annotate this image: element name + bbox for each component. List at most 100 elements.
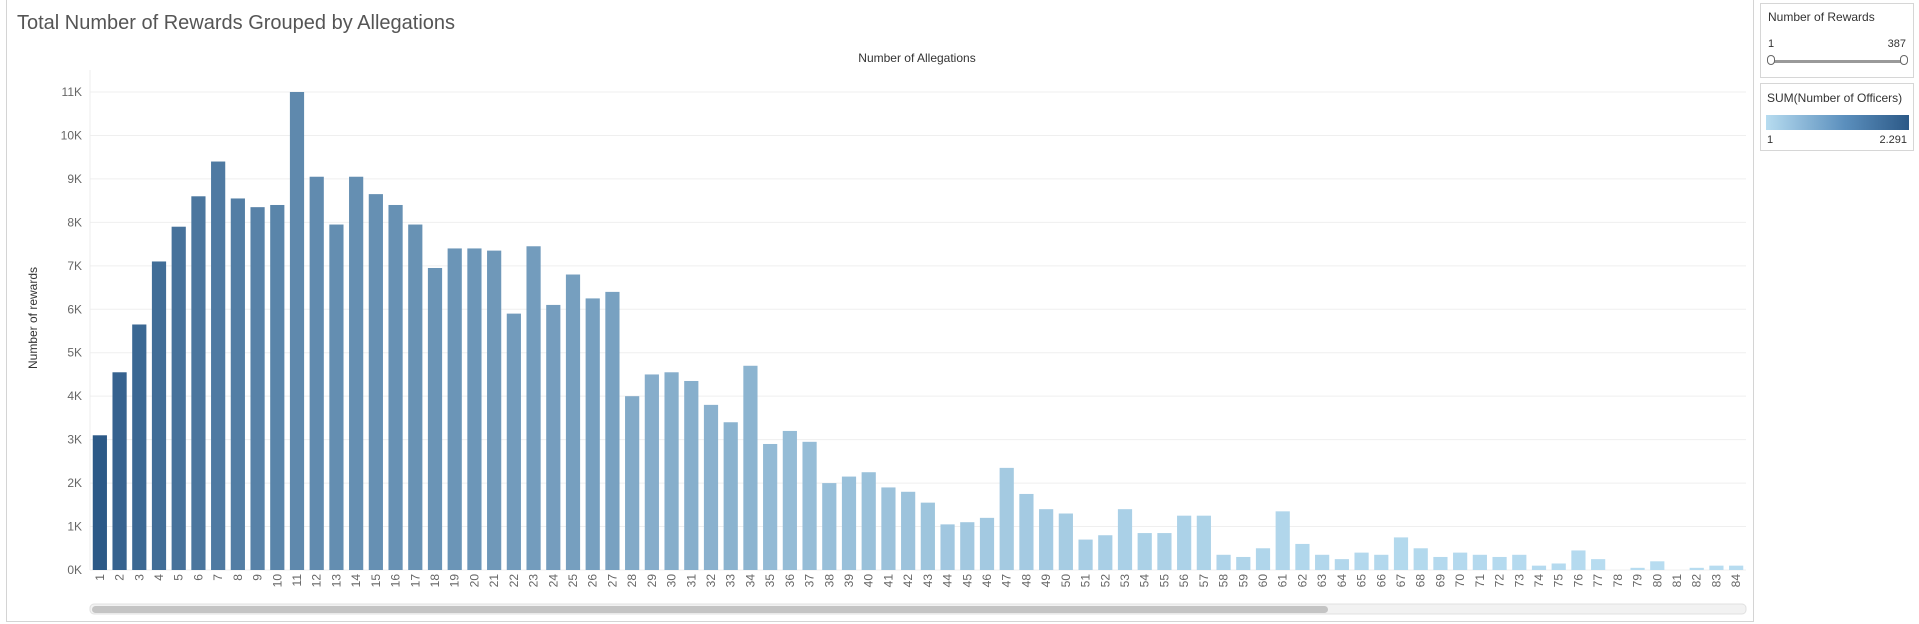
bar[interactable] bbox=[427, 267, 443, 570]
bar[interactable] bbox=[1650, 561, 1665, 570]
bar[interactable] bbox=[289, 92, 305, 570]
bar[interactable] bbox=[230, 198, 245, 571]
bar[interactable] bbox=[211, 161, 226, 570]
bar[interactable] bbox=[1729, 565, 1744, 570]
bar[interactable] bbox=[703, 404, 719, 570]
bar[interactable] bbox=[1472, 554, 1487, 570]
bar[interactable] bbox=[901, 491, 916, 570]
y-axis-title: Number of rewards bbox=[26, 267, 40, 369]
bar[interactable] bbox=[960, 522, 975, 570]
bar[interactable] bbox=[250, 207, 265, 570]
bar[interactable] bbox=[940, 524, 955, 570]
bar[interactable] bbox=[171, 226, 186, 570]
bar[interactable] bbox=[191, 196, 206, 571]
bar[interactable] bbox=[881, 487, 896, 570]
bar[interactable] bbox=[644, 374, 659, 570]
y-tick-label: 10K bbox=[61, 128, 82, 142]
y-tick-label: 0K bbox=[67, 563, 82, 577]
bar[interactable] bbox=[605, 291, 620, 570]
bar[interactable] bbox=[743, 365, 758, 570]
bar[interactable] bbox=[151, 261, 167, 570]
bar[interactable] bbox=[684, 380, 699, 570]
bar[interactable] bbox=[1512, 554, 1527, 570]
bar[interactable] bbox=[861, 472, 876, 570]
bar[interactable] bbox=[1117, 509, 1133, 570]
bar[interactable] bbox=[822, 483, 837, 570]
bar[interactable] bbox=[1098, 535, 1113, 570]
bar[interactable] bbox=[1374, 554, 1389, 570]
bar[interactable] bbox=[1551, 563, 1566, 570]
bar[interactable] bbox=[802, 441, 817, 570]
bar[interactable] bbox=[1492, 556, 1507, 570]
x-tick-label: 66 bbox=[1374, 574, 1388, 588]
bar[interactable] bbox=[723, 422, 738, 570]
range-slider-max-handle[interactable] bbox=[1900, 55, 1908, 65]
x-tick-label: 36 bbox=[783, 574, 797, 588]
bar[interactable] bbox=[841, 476, 857, 570]
bar[interactable] bbox=[1531, 565, 1547, 570]
bar[interactable] bbox=[1078, 539, 1093, 570]
bar[interactable] bbox=[546, 304, 561, 570]
bar[interactable] bbox=[1630, 567, 1645, 570]
bar[interactable] bbox=[1393, 537, 1409, 570]
bar[interactable] bbox=[625, 396, 640, 570]
bar[interactable] bbox=[1453, 552, 1468, 570]
bar[interactable] bbox=[1334, 559, 1349, 570]
bar[interactable] bbox=[329, 224, 344, 570]
bar[interactable] bbox=[664, 372, 679, 570]
x-tick-label: 33 bbox=[724, 574, 738, 588]
bar[interactable] bbox=[999, 467, 1014, 570]
bar[interactable] bbox=[1315, 554, 1330, 570]
bar[interactable] bbox=[1689, 567, 1704, 570]
bar[interactable] bbox=[349, 176, 364, 570]
bar[interactable] bbox=[1216, 554, 1231, 570]
bar[interactable] bbox=[1157, 533, 1172, 570]
bar[interactable] bbox=[1255, 548, 1271, 570]
bar[interactable] bbox=[408, 224, 423, 570]
x-tick-label: 59 bbox=[1236, 574, 1250, 588]
bar[interactable] bbox=[1236, 556, 1251, 570]
bar[interactable] bbox=[1177, 515, 1192, 570]
bar[interactable] bbox=[270, 204, 285, 570]
bar[interactable] bbox=[1709, 565, 1724, 570]
bar[interactable] bbox=[309, 176, 324, 570]
bar[interactable] bbox=[487, 250, 502, 571]
bar[interactable] bbox=[1591, 559, 1606, 570]
bar[interactable] bbox=[1433, 556, 1448, 570]
bar[interactable] bbox=[979, 517, 995, 570]
bar[interactable] bbox=[526, 246, 541, 570]
bar[interactable] bbox=[1039, 509, 1054, 570]
bar[interactable] bbox=[112, 372, 127, 570]
bar[interactable] bbox=[132, 324, 147, 570]
bar[interactable] bbox=[1413, 548, 1428, 570]
horizontal-scrollbar-thumb[interactable] bbox=[92, 606, 1328, 613]
bar[interactable] bbox=[92, 435, 107, 570]
x-tick-label: 29 bbox=[645, 574, 659, 588]
x-tick-label: 62 bbox=[1295, 574, 1309, 588]
range-slider-min-handle[interactable] bbox=[1767, 55, 1775, 65]
bar[interactable] bbox=[1196, 515, 1211, 570]
bar[interactable] bbox=[368, 194, 383, 571]
bar[interactable] bbox=[1295, 543, 1310, 570]
bar[interactable] bbox=[388, 204, 403, 570]
bar[interactable] bbox=[467, 248, 482, 570]
y-tick-label: 7K bbox=[67, 259, 82, 273]
bar[interactable] bbox=[1137, 533, 1152, 570]
bar[interactable] bbox=[1058, 513, 1073, 570]
bar[interactable] bbox=[920, 502, 935, 570]
x-tick-label: 48 bbox=[1019, 574, 1033, 588]
bar[interactable] bbox=[1571, 550, 1586, 570]
bar[interactable] bbox=[1275, 511, 1290, 570]
legend-label: SUM(Number of Officers) bbox=[1767, 91, 1903, 105]
bar[interactable] bbox=[565, 274, 581, 570]
bar[interactable] bbox=[1354, 552, 1369, 570]
color-legend: SUM(Number of Officers) 1 2.291 bbox=[1760, 83, 1914, 151]
bar[interactable] bbox=[506, 313, 521, 570]
bar[interactable] bbox=[585, 298, 600, 570]
bar[interactable] bbox=[447, 248, 462, 570]
x-tick-label: 71 bbox=[1473, 574, 1487, 588]
range-slider-track[interactable] bbox=[1771, 60, 1905, 63]
bar[interactable] bbox=[782, 430, 797, 570]
bar[interactable] bbox=[763, 443, 778, 570]
bar[interactable] bbox=[1019, 493, 1034, 570]
